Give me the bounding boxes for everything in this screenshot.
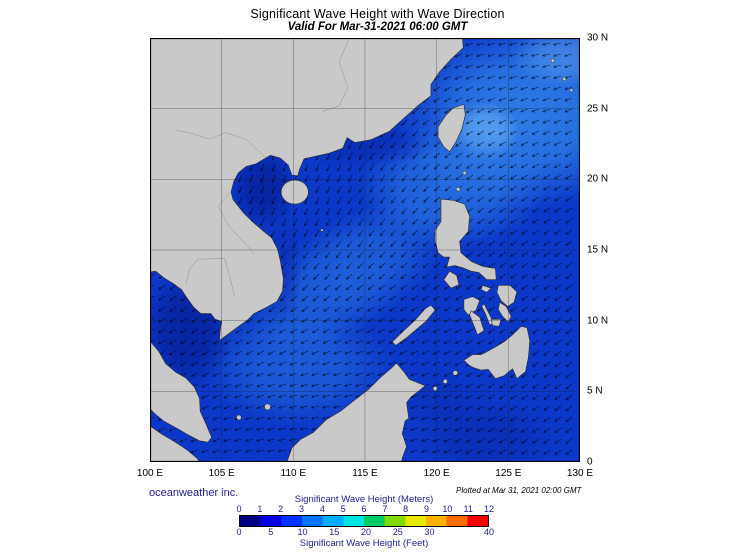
y-axis-label: 15 N [587, 244, 609, 256]
colorbar-meter-tick: 9 [423, 504, 430, 514]
colorbar-meter-ticks: 0 1 2 3 4 5 6 7 8 9 10 11 12 [236, 504, 494, 514]
x-axis-label: 130 E [566, 468, 594, 479]
colorbar-meter-tick: 5 [340, 504, 346, 514]
chart-subtitle: Valid For Mar-31-2021 06:00 GMT [287, 21, 468, 33]
colorbar-feet-tick: 15 [329, 527, 340, 537]
colorbar-label-feet: Significant Wave Height (Feet) [299, 538, 429, 549]
colorbar-meter-tick: 6 [361, 504, 367, 514]
colorbar-feet-tick: 40 [483, 527, 495, 537]
land-masses [150, 38, 574, 462]
colorbar-meter-tick: 1 [257, 504, 263, 514]
map-area: 100 E 105 E 110 E 115 E 120 E 125 E 130 E 30 N… [137, 33, 608, 480]
colorbar-feet-tick: 20 [360, 527, 372, 537]
colorbar-feet-tick: 5 [268, 527, 274, 537]
y-axis-label: 5 N [587, 385, 603, 397]
colorbar-meter-tick: 7 [382, 504, 388, 514]
x-axis-label: 125 E [495, 468, 522, 479]
colorbar-meter-tick: 12 [483, 504, 495, 514]
colorbar-meter-tick: 0 [236, 504, 242, 514]
colorbar-feet-tick: 10 [297, 527, 308, 537]
latlon-grid [150, 38, 580, 462]
credit-text: oceanweather inc. [149, 487, 239, 499]
y-axis-label: 10 N [587, 315, 609, 327]
colorbar-meter-tick: 3 [298, 504, 305, 514]
y-axis-label: 20 N [587, 173, 609, 185]
x-axis-label: 110 E [280, 468, 307, 479]
colorbar-feet-ticks: 0 5 10 15 20 25 30 40 [236, 527, 494, 537]
y-axis-label: 0 [587, 456, 593, 468]
colorbar-meter-tick: 2 [278, 504, 284, 514]
colorbar-meter-tick: 10 [442, 504, 453, 514]
colorbar-feet-tick: 0 [236, 527, 242, 537]
colorbar-feet-tick: 30 [424, 527, 435, 537]
colorbar-meter-tick: 4 [319, 504, 325, 514]
plotted-timestamp: Plotted at Mar 31, 2021 02:00 GMT [456, 486, 582, 495]
colorbar-feet-tick: 25 [392, 527, 403, 537]
map-frame [150, 38, 580, 462]
y-axis-label: 30 N [587, 32, 609, 44]
x-axis-label: 100 E [136, 468, 164, 479]
chart-title: Significant Wave Height with Wave Direct… [250, 7, 505, 21]
colorbar-meter-tick: 11 [463, 504, 473, 514]
x-axis-label: 120 E [423, 468, 450, 479]
colorbar-label-meters: Significant Wave Height (Meters) [294, 494, 434, 505]
x-axis-label: 105 E [208, 468, 235, 479]
x-axis-label: 115 E [352, 468, 378, 479]
wave-height-map [150, 38, 580, 462]
colorbar-gradient [239, 515, 489, 527]
colorbar-meter-tick: 8 [403, 504, 409, 514]
y-axis-label: 25 N [587, 103, 609, 115]
